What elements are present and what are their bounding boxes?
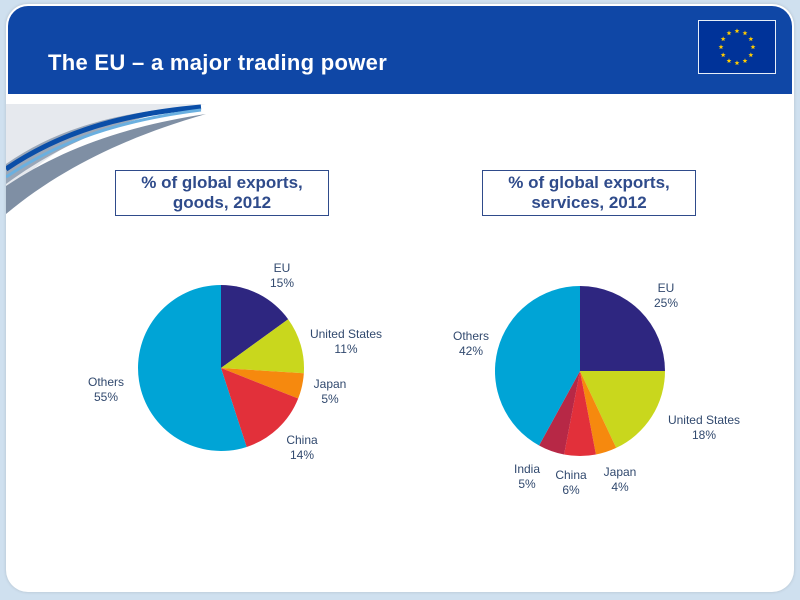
- pie-slice-china: [221, 368, 299, 447]
- services-chart-title-text: % of global exports, services, 2012: [508, 173, 670, 212]
- slice-value-united-states: 11%: [334, 342, 357, 356]
- slice-label-china: China: [286, 433, 318, 447]
- slice-value-eu: 15%: [270, 276, 294, 290]
- slice-value-japan: 5%: [321, 392, 339, 406]
- flag-star: [734, 28, 740, 34]
- slice-value-united-states: 18%: [692, 428, 716, 442]
- flag-star: [720, 36, 726, 42]
- flag-star: [742, 58, 748, 63]
- slice-label-united-states: United States: [668, 413, 740, 427]
- slice-label-others: Others: [88, 375, 124, 389]
- flag-star: [742, 30, 748, 36]
- slice-label-china: China: [555, 468, 587, 482]
- flag-star: [720, 52, 726, 58]
- slice-value-eu: 25%: [654, 296, 678, 310]
- flag-star: [748, 52, 754, 58]
- slice-value-japan: 4%: [611, 480, 629, 494]
- pie-slice-china: [564, 371, 596, 456]
- services-chart-title: % of global exports, services, 2012: [482, 170, 696, 216]
- pie-slice-eu: [221, 285, 289, 368]
- flag-star: [726, 58, 732, 63]
- goods-chart-title-text: % of global exports, goods, 2012: [141, 173, 303, 212]
- slice-label-united-states: United States: [310, 327, 382, 341]
- pie-slice-japan: [221, 368, 304, 399]
- pie-slice-others: [138, 285, 247, 451]
- flag-star: [748, 36, 754, 42]
- pie-slice-united-states: [221, 319, 305, 374]
- pie-slice-india: [539, 371, 580, 455]
- slice-value-china: 14%: [290, 448, 314, 462]
- slice-label-eu: EU: [658, 281, 675, 295]
- flag-star: [726, 30, 732, 36]
- slice-value-china: 6%: [562, 483, 580, 497]
- pie-slice-others: [494, 286, 580, 446]
- pie-slice-united-states: [580, 371, 665, 448]
- flag-star: [750, 44, 756, 50]
- goods-chart-title: % of global exports, goods, 2012: [115, 170, 329, 216]
- slice-label-japan: Japan: [314, 377, 347, 391]
- slice-label-india: India: [514, 462, 540, 476]
- eu-flag-icon: [698, 20, 776, 74]
- slide-title: The EU – a major trading power: [48, 50, 388, 75]
- slice-label-eu: EU: [274, 261, 291, 275]
- slice-label-others: Others: [453, 329, 489, 343]
- pie-slice-eu: [580, 286, 665, 371]
- pie-slice-japan: [580, 371, 617, 455]
- slice-value-india: 5%: [518, 477, 536, 491]
- header-bar: [8, 6, 792, 94]
- slide: The EU – a major trading power % of glob…: [6, 4, 794, 592]
- slice-label-japan: Japan: [604, 465, 637, 479]
- slice-value-others: 42%: [459, 344, 483, 358]
- slice-value-others: 55%: [94, 390, 118, 404]
- flag-star: [734, 60, 740, 66]
- decorative-swoosh: [6, 104, 206, 214]
- flag-star: [718, 44, 724, 50]
